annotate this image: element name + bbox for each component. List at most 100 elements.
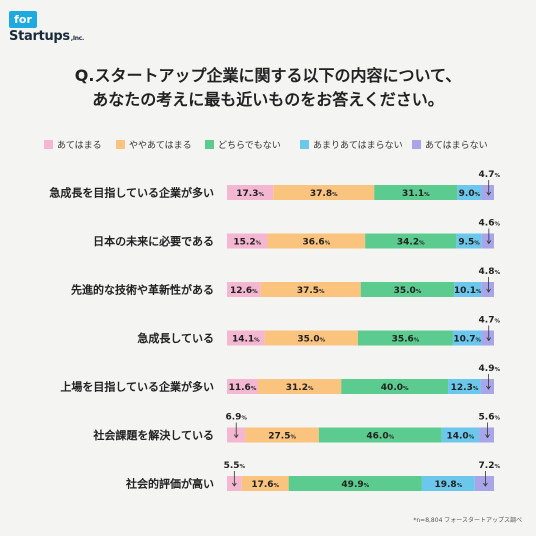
chart-title-line-1: Q.スタートアップ企業に関する以下の内容について、 (74, 66, 462, 85)
data-label: 37.8% (310, 189, 338, 199)
data-label: 4.9% (479, 364, 501, 374)
legend-swatch (300, 140, 309, 149)
legend-label: あまりあてはまらない (313, 141, 403, 151)
leader-arrowhead (232, 482, 237, 487)
bar-segment (264, 330, 358, 346)
data-label: 34.2% (397, 238, 425, 248)
bar-segment (481, 233, 494, 249)
leader-arrowhead (486, 337, 492, 342)
data-label: 4.6% (479, 219, 501, 229)
logo-suffix: ,Inc. (70, 35, 84, 42)
data-label: 49.9% (341, 480, 369, 490)
category-label: 上場を目指している企業が多い (60, 380, 214, 394)
bar-segment (245, 427, 319, 443)
bar-segment (273, 185, 375, 200)
data-label: 14.0% (446, 432, 474, 442)
legend-label: ややあてはまる (129, 141, 192, 151)
legend-item-3: どちらでもない (205, 138, 281, 151)
chart-title-line-2: あなたの考えに最も近いものをお答えください。 (92, 90, 444, 109)
bar-segment (454, 282, 482, 297)
logo-wordmark: Startups,Inc. (9, 29, 84, 44)
bar-segment (457, 185, 482, 200)
data-label: 31.1% (402, 189, 430, 199)
leader-arrowhead (485, 434, 490, 439)
data-label: 4.8% (479, 267, 501, 277)
bar-segment (227, 185, 274, 200)
bar-segment (257, 379, 342, 394)
data-label: 12.3% (451, 383, 479, 393)
data-label: 36.6% (302, 238, 330, 248)
chart-title: Q.スタートアップ企業に関する以下の内容について、 あなたの考えに最も近いものを… (0, 64, 536, 112)
data-label: 4.7% (479, 170, 501, 180)
legend-swatch (44, 140, 53, 149)
legend-item-2: ややあてはまる (116, 138, 192, 151)
data-label: 11.6% (229, 383, 257, 393)
data-label: 6.9% (225, 413, 247, 423)
bar-segment (448, 379, 481, 394)
bar-segment (479, 427, 494, 443)
bar-segment (341, 379, 449, 394)
category-label: 先進的な技術や革新性がある (71, 283, 214, 297)
legend-label: あてはまらない (425, 141, 488, 151)
logo-for-badge: for (9, 11, 37, 28)
data-label: 31.2% (286, 383, 314, 393)
bar-segment (260, 282, 361, 297)
bar-segment (357, 330, 453, 346)
bar-segment (421, 476, 475, 491)
data-label: 10.7% (453, 335, 481, 345)
leader-arrowhead (486, 240, 492, 245)
legend-label: どちらでもない (218, 141, 281, 151)
bar-segment (481, 282, 494, 297)
logo-main-text: Startups (9, 29, 70, 44)
legend-swatch (412, 140, 421, 149)
bar-segment (267, 233, 366, 249)
bar-segment (288, 476, 422, 491)
bar-segment (360, 282, 455, 297)
data-label: 46.0% (366, 432, 394, 442)
data-label: 17.6% (251, 480, 279, 490)
legend-swatch (116, 140, 125, 149)
legend-item-1: あてはまる (44, 138, 102, 151)
data-label: 17.3% (236, 189, 264, 199)
bar-segment (227, 282, 261, 297)
bar-segment (227, 330, 265, 346)
bar-segment (452, 330, 482, 346)
bar-segment (241, 476, 289, 491)
bar-segment (365, 233, 457, 249)
bar-segment (480, 379, 494, 394)
data-label: 27.5% (268, 432, 296, 442)
legend-label: あてはまる (57, 141, 102, 151)
chart-legend: あてはまる ややあてはまる どちらでもない あまりあてはまらない あてはまらない (0, 138, 536, 152)
data-label: 9.0% (459, 189, 481, 199)
data-label: 40.0% (381, 383, 409, 393)
category-label: 社会課題を解決している (92, 428, 214, 442)
leader-arrowhead (486, 385, 491, 390)
data-label: 14.1% (232, 335, 260, 345)
category-label: 日本の未来に必要である (93, 234, 214, 248)
data-label: 35.0% (297, 335, 325, 345)
footnote: *n=8,804 フォースタートアップス調べ (413, 517, 522, 524)
leader-arrowhead (483, 482, 488, 487)
data-label: 9.5% (458, 238, 480, 248)
data-label: 19.8% (434, 480, 462, 490)
data-label: 35.0% (394, 286, 422, 296)
data-label: 35.6% (392, 335, 420, 345)
bar-segment (318, 427, 442, 443)
leader-arrowhead (486, 191, 492, 196)
category-label: 急成長している (137, 331, 214, 345)
bar-segment (374, 185, 458, 200)
legend-swatch (205, 140, 214, 149)
data-label: 37.5% (297, 286, 325, 296)
data-label: 4.7% (479, 316, 501, 326)
data-label: 5.6% (479, 413, 501, 423)
bar-segment (227, 379, 258, 394)
bar-segment (227, 233, 268, 249)
data-label: 5.5% (224, 461, 246, 471)
category-label: 急成長を目指している企業が多い (49, 186, 214, 200)
bar-segment (441, 427, 480, 443)
data-label: 15.2% (233, 238, 261, 248)
bar-segment (481, 330, 494, 346)
leader-arrowhead (486, 288, 491, 293)
bar-segment (474, 476, 494, 491)
